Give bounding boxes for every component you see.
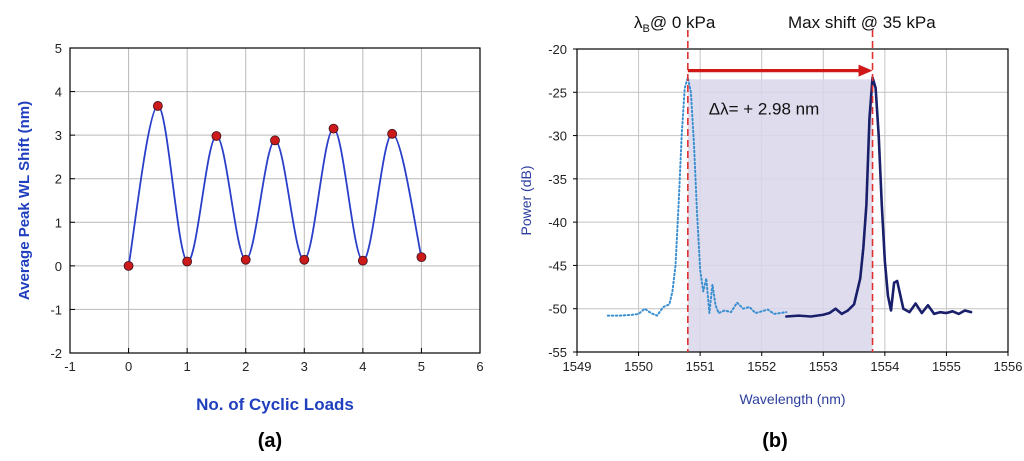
x-tick-label-a: -1 bbox=[64, 359, 76, 374]
x-tick-label-b: 1552 bbox=[747, 359, 776, 374]
y-tick-label-b: -30 bbox=[548, 129, 567, 144]
series-line-a bbox=[127, 105, 423, 267]
x-tick-label-a: 5 bbox=[418, 359, 425, 374]
x-tick-label-a: 3 bbox=[301, 359, 308, 374]
data-point-a bbox=[123, 260, 134, 271]
data-point-a bbox=[299, 254, 310, 265]
data-point-a bbox=[416, 252, 427, 263]
data-point-a bbox=[182, 256, 193, 267]
x-tick-label-b: 1554 bbox=[870, 359, 899, 374]
shift-arrow-head bbox=[858, 64, 873, 77]
data-point-a bbox=[357, 255, 368, 266]
x-tick-label-a: 1 bbox=[184, 359, 191, 374]
y-tick-label-a: 5 bbox=[55, 41, 62, 56]
y-tick-label-b: -25 bbox=[548, 85, 567, 100]
y-tick-label-a: 0 bbox=[55, 259, 62, 274]
y-tick-label-a: -1 bbox=[50, 302, 62, 317]
plot-frame-a bbox=[69, 47, 481, 354]
delta-lambda-annotation: Δλ= + 2.98 nm bbox=[709, 100, 820, 119]
data-point-a bbox=[152, 101, 163, 111]
data-point-a bbox=[328, 123, 339, 134]
y-tick-label-b: -45 bbox=[548, 258, 567, 273]
y-tick-label-a: 2 bbox=[55, 172, 62, 187]
data-point-a bbox=[240, 254, 251, 265]
lambda-subscript: B bbox=[643, 23, 650, 35]
x-axis-title-b: Wavelength (nm) bbox=[739, 391, 845, 407]
panel-label-a: (a) bbox=[258, 430, 282, 452]
plot-frame-b bbox=[576, 48, 1009, 353]
shaded-shift-region bbox=[687, 79, 873, 353]
x-tick-label-b: 1549 bbox=[563, 359, 592, 374]
y-tick-label-b: -55 bbox=[548, 345, 567, 360]
y-tick-label-a: 3 bbox=[55, 128, 62, 143]
x-tick-label-b: 1555 bbox=[932, 359, 961, 374]
data-point-a bbox=[387, 128, 398, 139]
x-tick-label-b: 1550 bbox=[624, 359, 653, 374]
y-tick-label-b: -40 bbox=[548, 215, 567, 230]
y-tick-label-b: -35 bbox=[548, 172, 567, 187]
lambda-symbol: λ bbox=[634, 13, 643, 32]
y-axis-title-a: Average Peak WL Shift (nm) bbox=[16, 101, 33, 300]
panel-label-b: (b) bbox=[762, 430, 788, 452]
data-point-a bbox=[270, 135, 280, 146]
x-tick-label-a: 2 bbox=[242, 359, 249, 374]
lambda-condition: @ 0 kPa bbox=[650, 13, 716, 32]
series-line-b-35kpa bbox=[785, 76, 973, 318]
series-line-b-0kpa bbox=[606, 76, 788, 317]
x-tick-label-a: 0 bbox=[125, 359, 132, 374]
marker-label-35kpa: Max shift @ 35 kPa bbox=[788, 13, 936, 32]
y-tick-label-a: -2 bbox=[50, 346, 62, 361]
x-tick-label-b: 1551 bbox=[686, 359, 715, 374]
data-point-a bbox=[211, 131, 222, 141]
x-tick-label-a: 4 bbox=[359, 359, 366, 374]
y-tick-label-b: -50 bbox=[548, 302, 567, 317]
x-tick-label-b: 1553 bbox=[809, 359, 838, 374]
marker-label-0kpa: λB@ 0 kPa bbox=[634, 13, 716, 35]
x-tick-label-b: 1556 bbox=[994, 359, 1023, 374]
x-axis-title-a: No. of Cyclic Loads bbox=[196, 395, 354, 414]
y-tick-label-a: 4 bbox=[55, 85, 62, 100]
y-axis-title-b: Power (dB) bbox=[518, 165, 534, 235]
x-tick-label-a: 6 bbox=[476, 359, 483, 374]
y-tick-label-b: -20 bbox=[548, 42, 567, 57]
y-tick-label-a: 1 bbox=[55, 215, 62, 230]
